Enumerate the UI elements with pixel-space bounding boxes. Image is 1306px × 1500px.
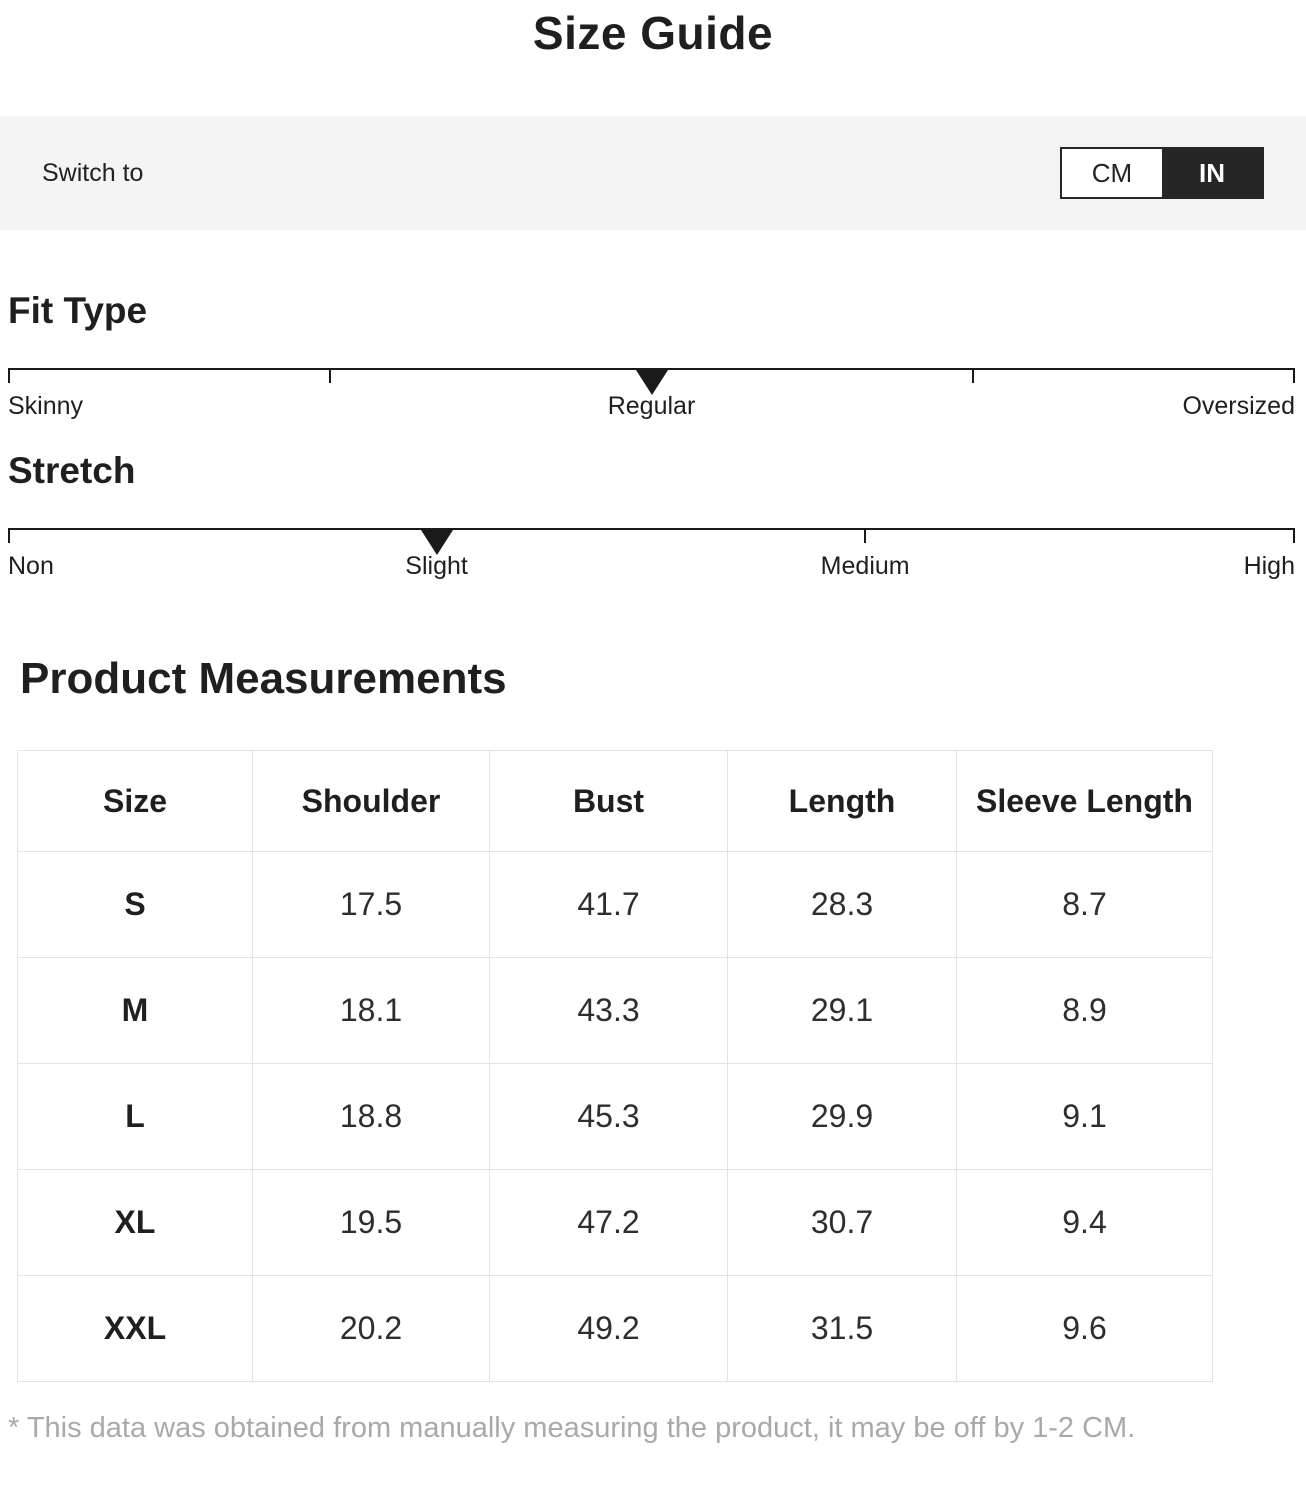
in-button[interactable]: IN <box>1162 149 1262 197</box>
stretch-label-non: Non <box>8 552 54 580</box>
fit-type-marker-icon <box>635 370 668 395</box>
sleeve-length-cell: 9.4 <box>956 1169 1213 1276</box>
size-cell: M <box>17 957 253 1064</box>
stretch-marker-icon <box>420 530 453 555</box>
fit-label-regular: Regular <box>607 392 696 420</box>
unit-toggle: CM IN <box>1060 147 1264 199</box>
cm-button[interactable]: CM <box>1062 149 1162 197</box>
bust-cell: 47.2 <box>489 1169 728 1276</box>
table-row: XL 19.5 47.2 30.7 9.4 <box>17 1169 1213 1276</box>
col-header-sleeve-length: Sleeve Length <box>956 750 1213 852</box>
slider-tick <box>1293 368 1295 383</box>
length-cell: 30.7 <box>727 1169 957 1276</box>
measurements-table: Size Shoulder Bust Length Sleeve Length … <box>17 750 1213 1382</box>
slider-tick <box>8 368 10 383</box>
length-cell: 31.5 <box>727 1275 957 1382</box>
bust-cell: 45.3 <box>489 1063 728 1170</box>
fit-type-slider-track <box>8 368 1295 395</box>
shoulder-cell: 17.5 <box>252 851 490 958</box>
col-header-shoulder: Shoulder <box>252 750 490 852</box>
length-cell: 29.9 <box>727 1063 957 1170</box>
table-row: M 18.1 43.3 29.1 8.9 <box>17 957 1213 1064</box>
size-cell: S <box>17 851 253 958</box>
stretch-labels: Non Slight Medium High <box>8 552 1295 584</box>
sleeve-length-cell: 9.1 <box>956 1063 1213 1170</box>
table-row: XXL 20.2 49.2 31.5 9.6 <box>17 1275 1213 1382</box>
fit-label-oversized: Oversized <box>1182 392 1295 420</box>
length-cell: 29.1 <box>727 957 957 1064</box>
shoulder-cell: 18.1 <box>252 957 490 1064</box>
stretch-label-slight: Slight <box>405 552 468 580</box>
col-header-length: Length <box>727 750 957 852</box>
stretch-heading: Stretch <box>8 450 136 491</box>
slider-tick <box>8 528 10 543</box>
fit-type-labels: Skinny Regular Oversized <box>8 392 1295 424</box>
stretch-label-high: High <box>1243 552 1295 580</box>
fit-type-heading: Fit Type <box>8 290 148 331</box>
stretch-slider-track <box>8 528 1295 555</box>
table-row: L 18.8 45.3 29.9 9.1 <box>17 1063 1213 1170</box>
shoulder-cell: 19.5 <box>252 1169 490 1276</box>
page-title: Size Guide <box>532 7 774 59</box>
size-cell: XL <box>17 1169 253 1276</box>
unit-switch-bar: Switch to CM IN <box>0 116 1306 230</box>
shoulder-cell: 20.2 <box>252 1275 490 1382</box>
slider-tick <box>328 368 331 383</box>
switch-to-label: Switch to <box>42 158 144 187</box>
fit-label-skinny: Skinny <box>8 392 84 420</box>
bust-cell: 49.2 <box>489 1275 728 1382</box>
sleeve-length-cell: 9.6 <box>956 1275 1213 1382</box>
col-header-size: Size <box>17 750 253 852</box>
length-cell: 28.3 <box>727 851 957 958</box>
size-cell: L <box>17 1063 253 1170</box>
table-header-row: Size Shoulder Bust Length Sleeve Length <box>17 750 1213 852</box>
slider-tick <box>1293 528 1295 543</box>
bust-cell: 41.7 <box>489 851 728 958</box>
slider-tick <box>972 368 975 383</box>
slider-tick <box>864 528 867 543</box>
col-header-bust: Bust <box>489 750 728 852</box>
sleeve-length-cell: 8.7 <box>956 851 1213 958</box>
stretch-label-medium: Medium <box>820 552 910 580</box>
product-measurements-heading: Product Measurements <box>20 654 507 703</box>
measurement-disclaimer: * This data was obtained from manually m… <box>8 1412 1136 1444</box>
size-cell: XXL <box>17 1275 253 1382</box>
table-row: S 17.5 41.7 28.3 8.7 <box>17 851 1213 958</box>
bust-cell: 43.3 <box>489 957 728 1064</box>
shoulder-cell: 18.8 <box>252 1063 490 1170</box>
sleeve-length-cell: 8.9 <box>956 957 1213 1064</box>
